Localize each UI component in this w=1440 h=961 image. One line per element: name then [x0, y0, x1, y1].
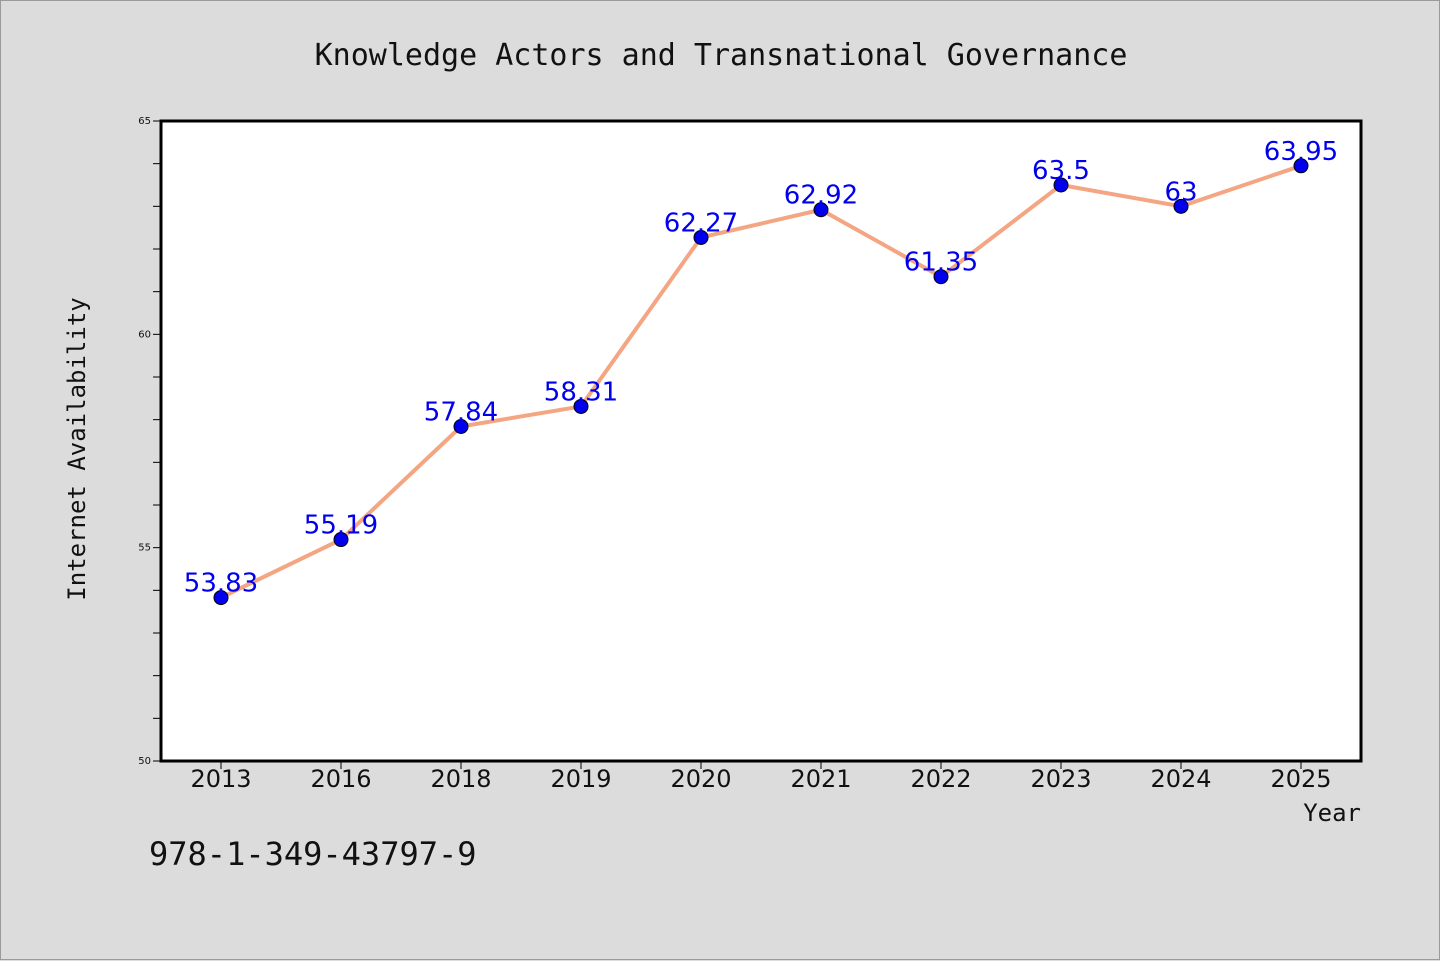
series-line — [220, 163, 1302, 600]
data-label: 63 — [1164, 177, 1197, 207]
data-label: 62.27 — [664, 208, 738, 238]
x-tick-label: 2022 — [910, 765, 971, 793]
x-tick-label: 2018 — [430, 765, 491, 793]
x-tick-label: 2021 — [790, 765, 851, 793]
data-point — [333, 532, 349, 548]
data-point — [1173, 198, 1189, 214]
series-layer: 53.83 55.19 57.84 58.31 62.27 62.92 61.35 63.5 6… — [184, 137, 1338, 606]
data-point — [1293, 158, 1309, 174]
data-label: 53.83 — [184, 569, 258, 599]
data-label: 55.19 — [304, 511, 378, 541]
data-label: 63.5 — [1032, 156, 1090, 186]
y-tick-label: 60 — [138, 329, 151, 340]
data-label: 62.92 — [784, 181, 858, 211]
y-tick-label: 65 — [138, 116, 151, 127]
data-point — [813, 202, 829, 218]
x-tick-label: 2020 — [670, 765, 731, 793]
x-tick-label: 2023 — [1030, 765, 1091, 793]
data-point — [573, 398, 589, 414]
plot-border — [159, 119, 1363, 763]
x-tick-label: 2019 — [550, 765, 611, 793]
data-label: 58.31 — [544, 377, 618, 407]
data-point — [933, 269, 949, 285]
data-point — [1053, 177, 1069, 193]
x-axis-label: Year — [1303, 799, 1361, 827]
data-label: 61.35 — [904, 248, 978, 278]
x-tick-label: 2013 — [190, 765, 251, 793]
x-tick-label: 2016 — [310, 765, 371, 793]
data-point — [213, 590, 229, 606]
data-label: 63.95 — [1264, 137, 1338, 167]
x-tick-label: 2024 — [1150, 765, 1211, 793]
data-point — [453, 418, 469, 434]
chart-title: Knowledge Actors and Transnational Gover… — [315, 38, 1128, 73]
isbn-text: 978-1-349-43797-9 — [149, 835, 477, 873]
data-point — [693, 229, 709, 245]
y-tick-label: 55 — [138, 543, 151, 554]
plot-area — [161, 121, 1361, 761]
data-label: 57.84 — [424, 397, 498, 427]
axis-ticks: 50 55 60 65 2013 2016 2018 2019 2020 2021 2022 2023… — [138, 116, 1331, 793]
x-tick-label: 2025 — [1270, 765, 1331, 793]
y-axis-label: Internet Availability — [63, 297, 91, 600]
y-tick-label: 50 — [138, 756, 151, 767]
